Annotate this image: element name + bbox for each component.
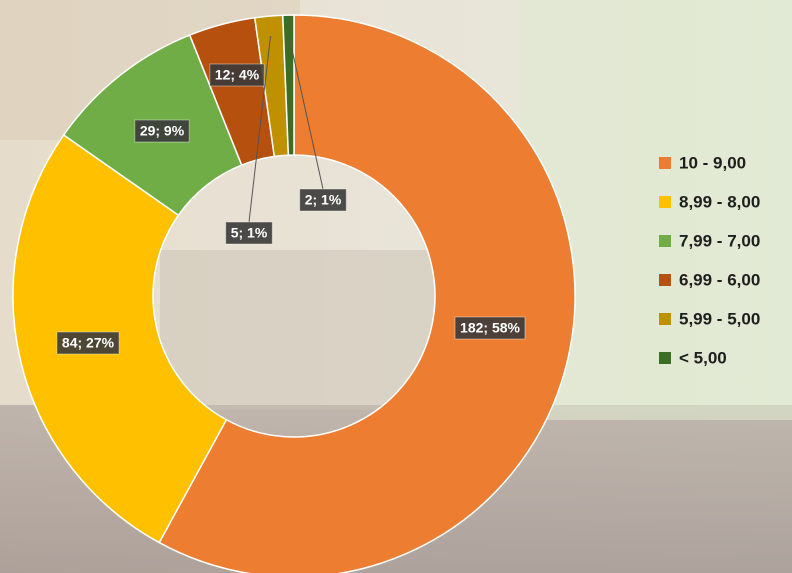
data-label: 2; 1% bbox=[305, 192, 342, 208]
label-box bbox=[56, 331, 120, 355]
legend-swatch bbox=[659, 313, 671, 325]
legend-label: 8,99 - 8,00 bbox=[679, 192, 760, 211]
leader-line bbox=[288, 34, 324, 190]
legend-label: 5,99 - 5,00 bbox=[679, 309, 760, 328]
data-label: 84; 27% bbox=[62, 335, 115, 351]
label-box bbox=[209, 63, 265, 87]
legend-label: 10 - 9,00 bbox=[679, 153, 746, 172]
data-label: 182; 58% bbox=[460, 320, 520, 336]
legend-label: < 5,00 bbox=[679, 348, 727, 367]
legend-swatch bbox=[659, 196, 671, 208]
label-box bbox=[134, 119, 190, 143]
data-label: 29; 9% bbox=[140, 123, 185, 139]
legend-label: 6,99 - 6,00 bbox=[679, 270, 760, 289]
legend-swatch bbox=[659, 157, 671, 169]
legend: 10 - 9,00 8,99 - 8,00 7,99 - 7,00 6,99 - 6,… bbox=[659, 153, 760, 367]
slice bbox=[281, 14, 295, 156]
leader-line bbox=[248, 35, 272, 223]
legend-label: 7,99 - 7,00 bbox=[679, 231, 760, 250]
label-box bbox=[299, 188, 347, 212]
legend-swatch bbox=[659, 274, 671, 286]
data-label: 12; 4% bbox=[215, 67, 260, 83]
slice bbox=[12, 133, 228, 544]
legend-swatch bbox=[659, 235, 671, 247]
slice bbox=[158, 14, 576, 573]
data-label: 5; 1% bbox=[231, 225, 268, 241]
label-box bbox=[225, 221, 273, 245]
label-box bbox=[454, 316, 526, 340]
data-labels: 182; 58% 84; 27% 29; 9% 12; 4% 5; 1% 2; 1% bbox=[56, 34, 526, 355]
legend-swatch bbox=[659, 352, 671, 364]
